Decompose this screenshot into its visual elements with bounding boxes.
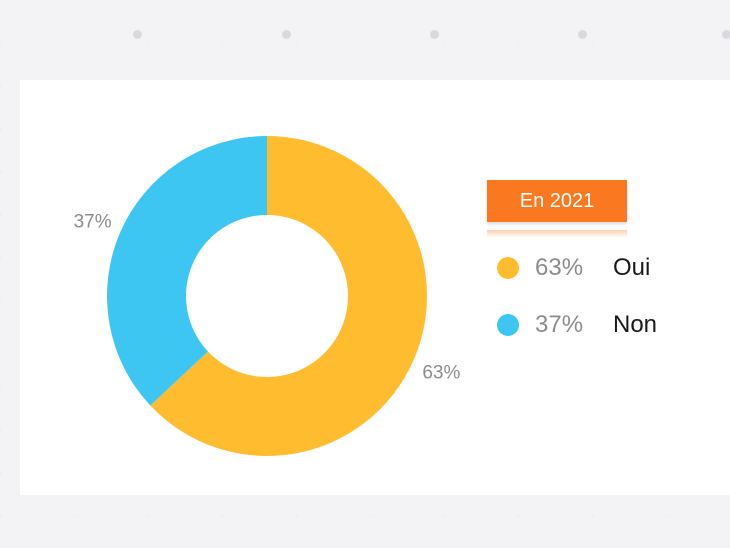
legend-title: En 2021	[487, 180, 627, 222]
slice-labels: 63% 37%	[74, 212, 461, 384]
legend-label-non: Non	[613, 311, 658, 338]
legend-swatch-oui	[497, 257, 519, 279]
legend-label-oui: Oui	[613, 254, 651, 281]
legend-item-non: 37% Non	[497, 310, 657, 340]
slice-label-non: 37%	[74, 212, 112, 233]
background-dot	[133, 30, 142, 39]
legend-item-oui: 63% Oui	[497, 253, 650, 283]
legend-value-oui: 63%	[535, 254, 584, 281]
donut-slices	[107, 136, 427, 456]
slice-non	[107, 136, 268, 406]
legend-title-shadow	[487, 230, 627, 238]
background-dot	[578, 30, 587, 39]
background-dot	[722, 30, 730, 39]
slice-label-oui: 63%	[422, 362, 460, 383]
donut-chart: 63% 37%	[74, 136, 461, 456]
background-dots	[0, 0, 730, 80]
background-dot	[430, 30, 439, 39]
background-dot	[282, 30, 291, 39]
legend-value-non: 37%	[535, 311, 584, 338]
slice-oui	[150, 136, 427, 456]
chart-card: 63% 37% En 2021 63% Oui 37% Non	[20, 80, 730, 495]
legend-swatch-non	[497, 314, 519, 336]
